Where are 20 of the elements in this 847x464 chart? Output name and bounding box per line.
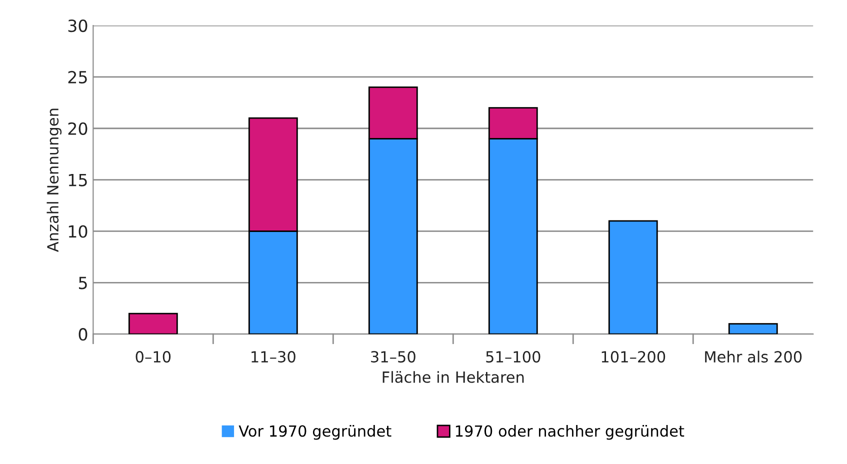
y-tick-label: 15 (68, 174, 87, 186)
y-tick-label: 20 (68, 122, 88, 135)
legend-label: Vor 1970 gegründet (238, 424, 392, 440)
y-tick-label: 30 (68, 19, 88, 32)
x-tick-label: 11–30 (252, 351, 296, 363)
bar (728, 323, 778, 334)
y-tick-label: 5 (78, 276, 87, 290)
legend-label: 1970 oder nachher gegründet (456, 424, 684, 440)
y-tick-label: 10 (68, 225, 88, 238)
x-tick-label: 101–200 (602, 351, 666, 363)
y-tick-label: 0 (78, 328, 88, 341)
y-tick-label: 25 (68, 70, 87, 84)
x-tick-label: 0–10 (136, 351, 171, 363)
bar (128, 312, 178, 334)
x-tick-label: Mehr als 200 (705, 350, 802, 363)
x-axis-title: Fläche in Hektaren (382, 371, 524, 383)
y-axis-title: Anzahl Nennungen (46, 108, 62, 252)
bar (608, 220, 658, 334)
x-tick-label: 51–100 (486, 351, 540, 363)
x-tick-label: 31–50 (371, 351, 416, 363)
